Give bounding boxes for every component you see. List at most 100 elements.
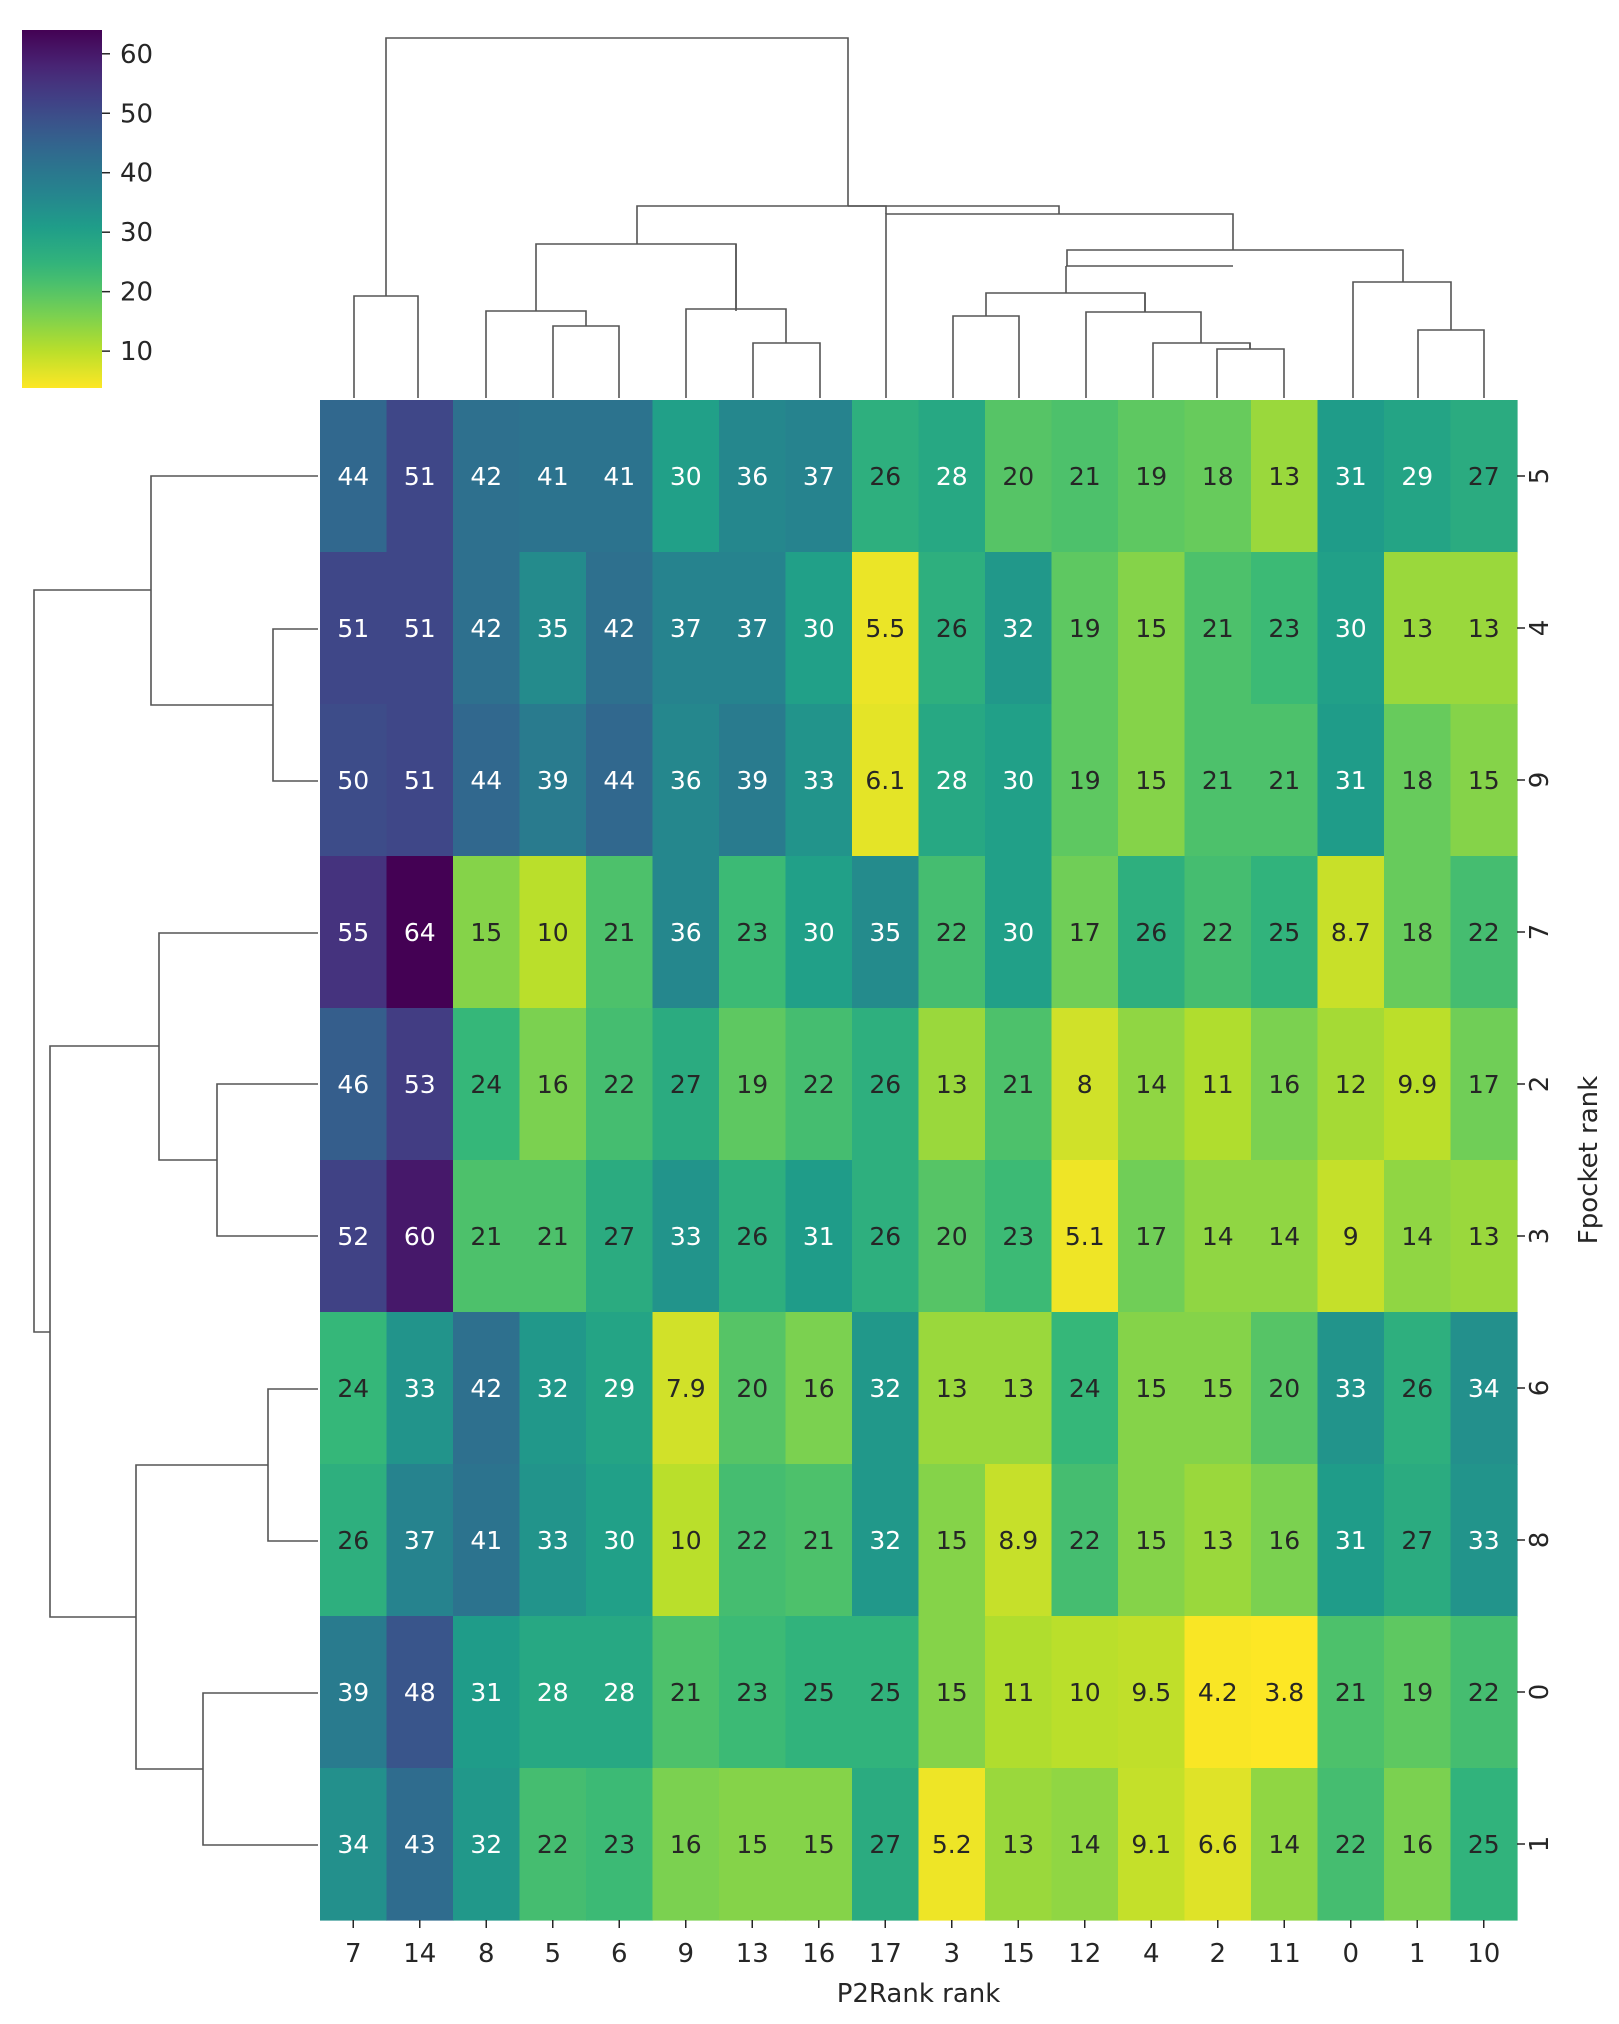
cell-value-label: 19 bbox=[1069, 766, 1101, 795]
heatmap-cell bbox=[1251, 1008, 1319, 1161]
column-dendrogram-link bbox=[1417, 329, 1485, 398]
heatmap-cell bbox=[586, 1768, 654, 1921]
y-tick-label: 0 bbox=[1525, 1684, 1555, 1701]
heatmap-cell bbox=[1118, 704, 1186, 857]
heatmap-cell bbox=[1251, 552, 1319, 705]
heatmap-cell bbox=[1384, 1464, 1452, 1617]
cell-value-label: 18 bbox=[1401, 766, 1433, 795]
heatmap-cell bbox=[652, 1312, 720, 1465]
cell-value-label: 42 bbox=[470, 1374, 502, 1403]
heatmap-cell bbox=[1317, 1160, 1385, 1313]
cell-value-label: 6.1 bbox=[865, 766, 905, 795]
heatmap-cell bbox=[1450, 1464, 1518, 1617]
heatmap-cell bbox=[719, 1616, 787, 1769]
row-dendrogram-link bbox=[272, 628, 318, 782]
cell-value-label: 16 bbox=[803, 1374, 835, 1403]
heatmap-cell bbox=[719, 1160, 787, 1313]
y-tick-label: 1 bbox=[1525, 1836, 1555, 1853]
x-tick-label: 16 bbox=[802, 1939, 835, 1969]
cell-value-label: 9.9 bbox=[1397, 1070, 1437, 1099]
heatmap-cell bbox=[918, 856, 986, 1009]
cell-value-label: 8.9 bbox=[998, 1526, 1038, 1555]
heatmap-cell bbox=[586, 856, 654, 1009]
cell-value-label: 41 bbox=[470, 1526, 502, 1555]
cell-value-label: 13 bbox=[1202, 1526, 1234, 1555]
cell-value-label: 15 bbox=[1135, 766, 1167, 795]
x-tick-label: 13 bbox=[736, 1939, 769, 1969]
cell-value-label: 15 bbox=[1135, 1374, 1167, 1403]
cell-value-label: 39 bbox=[736, 766, 768, 795]
heatmap-cell bbox=[1118, 1160, 1186, 1313]
heatmap-cell bbox=[519, 552, 587, 705]
cell-value-label: 22 bbox=[1069, 1526, 1101, 1555]
column-dendrogram-link bbox=[636, 205, 1060, 244]
heatmap-cell bbox=[453, 1008, 521, 1161]
x-tick-label: 10 bbox=[1467, 1939, 1500, 1969]
heatmap-cell bbox=[1118, 1464, 1186, 1617]
cell-value-label: 21 bbox=[1202, 766, 1234, 795]
heatmap-cell bbox=[852, 552, 920, 705]
cell-value-label: 26 bbox=[1135, 918, 1167, 947]
heatmap-cell bbox=[1118, 400, 1186, 553]
heatmap-cell bbox=[453, 1768, 521, 1921]
cell-value-label: 13 bbox=[1268, 462, 1300, 491]
cell-value-label: 37 bbox=[404, 1526, 436, 1555]
x-tick-label: 7 bbox=[345, 1939, 362, 1969]
column-dendrogram-link bbox=[952, 315, 1020, 398]
x-tick-label: 5 bbox=[544, 1939, 561, 1969]
x-tick-label: 1 bbox=[1409, 1939, 1426, 1969]
cell-value-label: 31 bbox=[1335, 1526, 1367, 1555]
heatmap-cell bbox=[1118, 1312, 1186, 1465]
heatmap-cell bbox=[586, 704, 654, 857]
x-axis-title: P2Rank rank bbox=[837, 1979, 1001, 2009]
cell-value-label: 31 bbox=[470, 1678, 502, 1707]
heatmap-cell bbox=[652, 1160, 720, 1313]
cell-value-label: 44 bbox=[337, 462, 369, 491]
heatmap-cell bbox=[1051, 400, 1119, 553]
heatmap-cell bbox=[985, 1312, 1053, 1465]
heatmap-cell bbox=[453, 1464, 521, 1617]
cell-value-label: 41 bbox=[537, 462, 569, 491]
cell-value-label: 8 bbox=[1077, 1070, 1093, 1099]
cell-value-label: 13 bbox=[1002, 1830, 1034, 1859]
heatmap-cell bbox=[1450, 1616, 1518, 1769]
heatmap-cell bbox=[386, 856, 454, 1009]
cell-value-label: 13 bbox=[1468, 614, 1500, 643]
cell-value-label: 28 bbox=[936, 766, 968, 795]
cell-value-label: 28 bbox=[603, 1678, 635, 1707]
cell-value-label: 37 bbox=[670, 614, 702, 643]
cell-value-label: 26 bbox=[869, 462, 901, 491]
cell-value-label: 11 bbox=[1202, 1070, 1234, 1099]
heatmap-cell bbox=[1384, 1768, 1452, 1921]
cell-value-label: 15 bbox=[1202, 1374, 1234, 1403]
cell-value-label: 15 bbox=[1468, 766, 1500, 795]
cell-value-label: 21 bbox=[1002, 1070, 1034, 1099]
column-dendrogram-link bbox=[1352, 281, 1452, 398]
cell-value-label: 15 bbox=[1135, 1526, 1167, 1555]
heatmap-cell bbox=[985, 1616, 1053, 1769]
cell-value-label: 14 bbox=[1135, 1070, 1167, 1099]
column-dendrogram-link bbox=[353, 295, 419, 398]
row-dendrogram-link bbox=[135, 1464, 268, 1770]
y-axis-ticks: 5 4 9 7 2 3 6 8 0 1 bbox=[1517, 468, 1555, 1853]
heatmap-cell bbox=[918, 1464, 986, 1617]
column-dendrogram-link bbox=[1233, 249, 1404, 282]
cell-value-label: 30 bbox=[1002, 918, 1034, 947]
heatmap-cell bbox=[1251, 1616, 1319, 1769]
heatmap-cell bbox=[785, 1008, 853, 1161]
heatmap-cell bbox=[1317, 1312, 1385, 1465]
row-dendrogram-link bbox=[216, 1083, 318, 1237]
heatmap-cell bbox=[453, 1312, 521, 1465]
heatmap-cell bbox=[652, 704, 720, 857]
cell-value-label: 21 bbox=[1069, 462, 1101, 491]
cell-value-label: 35 bbox=[537, 614, 569, 643]
heatmap-cell bbox=[1317, 704, 1385, 857]
heatmap-cell bbox=[719, 552, 787, 705]
cell-value-label: 22 bbox=[1202, 918, 1234, 947]
heatmap-cell bbox=[918, 400, 986, 553]
heatmap-cell bbox=[785, 856, 853, 1009]
heatmap-cell bbox=[1317, 856, 1385, 1009]
cell-value-label: 21 bbox=[1335, 1678, 1367, 1707]
cell-value-label: 14 bbox=[1202, 1222, 1234, 1251]
